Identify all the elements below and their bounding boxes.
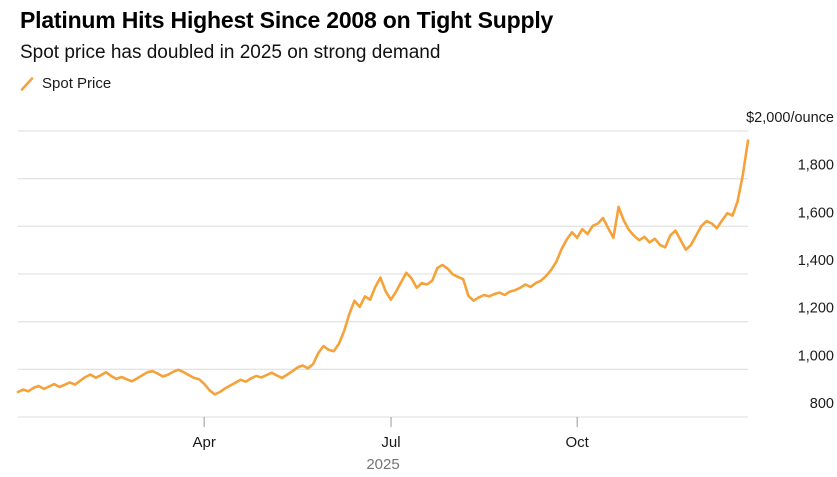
legend: Spot Price xyxy=(20,75,817,92)
line-swatch-icon xyxy=(20,77,34,91)
svg-text:Apr: Apr xyxy=(192,434,215,451)
svg-text:$2,000/ounce: $2,000/ounce xyxy=(746,110,834,126)
spot-price-line-chart: 800 1,000 1,200 1,400 1,600 1,800 $2,000/ounce… xyxy=(16,110,834,473)
chart-header: Platinum Hits Highest Since 2008 on Tigh… xyxy=(0,0,837,92)
svg-text:1,800: 1,800 xyxy=(798,158,834,174)
svg-text:2025: 2025 xyxy=(366,456,399,473)
legend-label: Spot Price xyxy=(42,75,112,93)
svg-text:1,400: 1,400 xyxy=(798,253,834,269)
svg-text:Oct: Oct xyxy=(566,434,590,451)
svg-text:1,600: 1,600 xyxy=(798,205,834,221)
chart-title: Platinum Hits Highest Since 2008 on Tigh… xyxy=(20,7,554,33)
svg-text:800: 800 xyxy=(810,396,834,412)
svg-text:Jul: Jul xyxy=(381,434,400,451)
svg-text:1,000: 1,000 xyxy=(798,348,834,364)
chart-subtitle: Spot price has doubled in 2025 on strong… xyxy=(20,41,441,63)
chart-area: 800 1,000 1,200 1,400 1,600 1,800 $2,000/ounce… xyxy=(0,95,837,477)
svg-text:1,200: 1,200 xyxy=(798,301,834,317)
